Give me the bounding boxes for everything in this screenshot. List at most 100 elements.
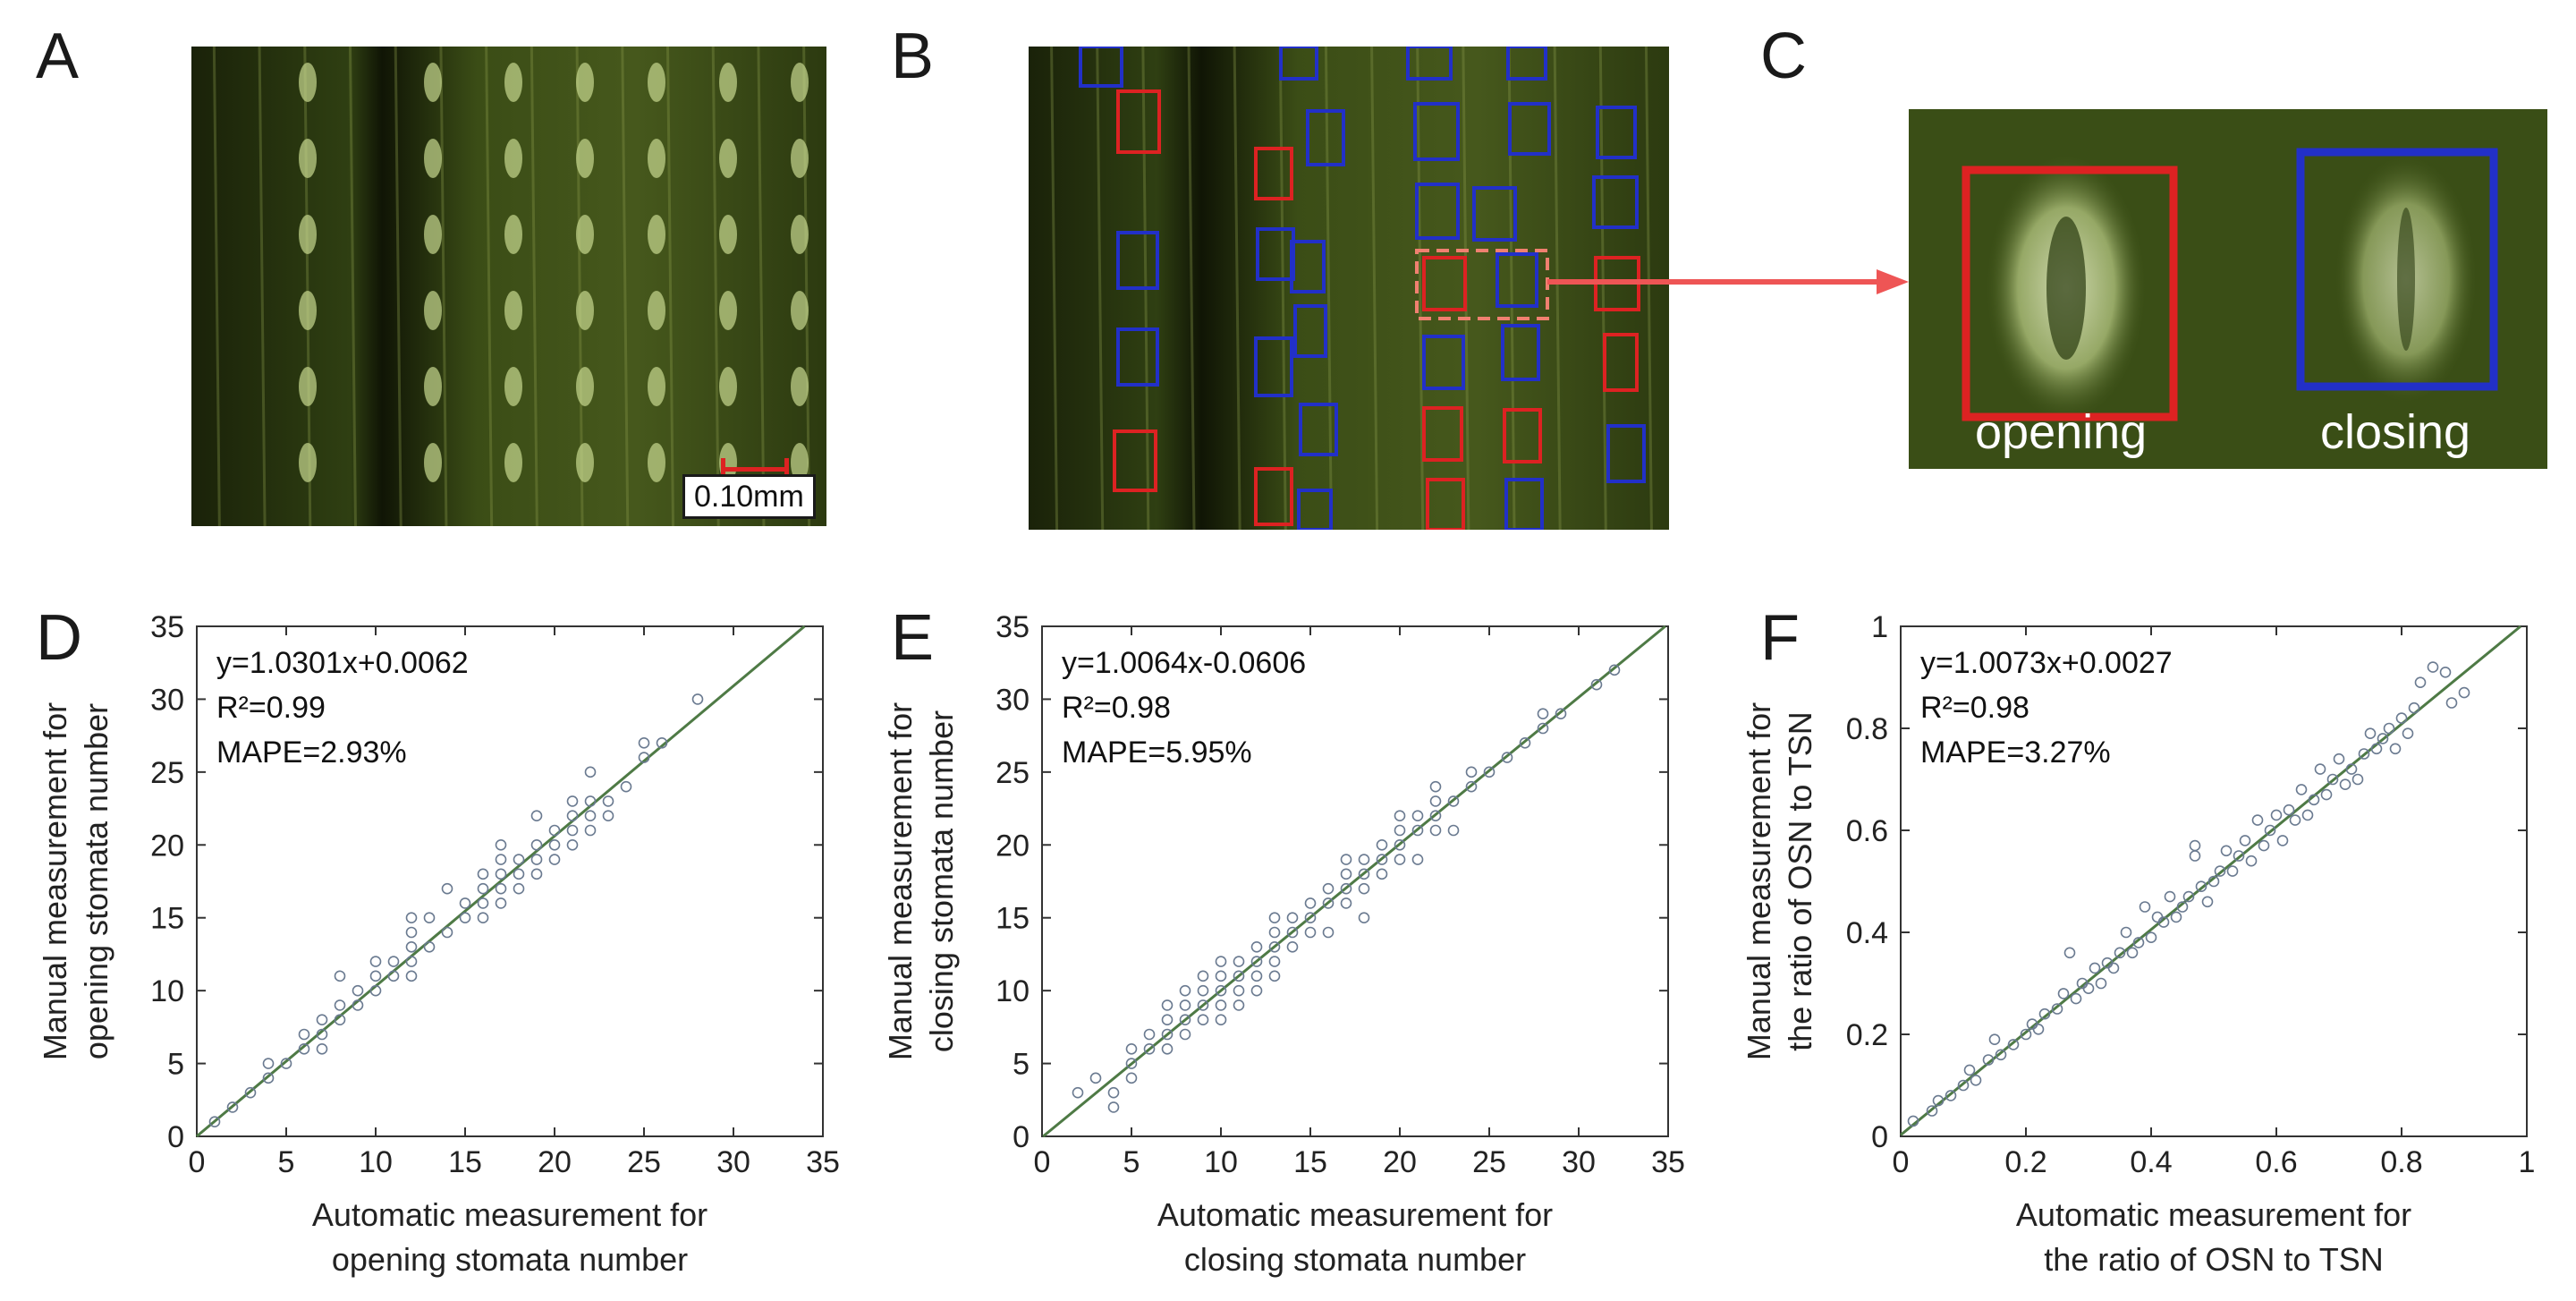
data-point bbox=[2057, 988, 2070, 999]
data-point bbox=[513, 882, 525, 895]
closing-detection-box bbox=[1297, 489, 1333, 530]
data-point bbox=[2132, 937, 2145, 948]
closing-detection-box bbox=[1290, 240, 1326, 293]
data-point bbox=[1963, 1064, 1976, 1076]
micrograph-c: opening closing bbox=[1909, 109, 2547, 469]
opening-detection-box bbox=[1603, 333, 1639, 392]
opening-detection-box bbox=[1116, 89, 1161, 154]
data-point bbox=[1590, 678, 1603, 691]
x-tick-label: 0 bbox=[1034, 1145, 1051, 1179]
data-point bbox=[2245, 855, 2258, 867]
data-point bbox=[2377, 733, 2389, 744]
data-point bbox=[2126, 947, 2139, 959]
data-point bbox=[2070, 992, 2082, 1005]
data-point bbox=[1995, 1049, 2007, 1061]
data-point bbox=[2339, 778, 2351, 790]
data-point bbox=[566, 795, 579, 807]
data-point bbox=[369, 970, 382, 982]
data-point bbox=[2427, 661, 2439, 673]
data-point bbox=[2258, 839, 2270, 852]
data-point bbox=[1988, 1033, 2001, 1046]
scale-bar-label: 0.10mm bbox=[682, 474, 816, 519]
data-point bbox=[1358, 882, 1370, 895]
data-point bbox=[262, 1072, 275, 1084]
data-point bbox=[1394, 838, 1406, 851]
data-point bbox=[691, 693, 704, 705]
data-point bbox=[2270, 809, 2283, 821]
data-point bbox=[1555, 708, 1567, 720]
data-point bbox=[1394, 810, 1406, 822]
x-tick-label: 20 bbox=[1383, 1145, 1417, 1179]
data-point bbox=[602, 795, 614, 807]
data-point bbox=[2182, 890, 2195, 903]
data-point bbox=[1957, 1079, 1970, 1092]
data-point bbox=[1233, 956, 1245, 967]
y-tick-label: 0.8 bbox=[1846, 712, 1888, 746]
data-point bbox=[2020, 1028, 2032, 1041]
data-point bbox=[1304, 897, 1317, 909]
data-point bbox=[638, 736, 650, 749]
panel-letter-a: A bbox=[36, 21, 80, 92]
data-point bbox=[1161, 1042, 1174, 1055]
y-tick-label: 5 bbox=[167, 1048, 184, 1082]
y-axis-label: Manual measurement for bbox=[882, 702, 919, 1060]
data-point bbox=[2351, 773, 2364, 786]
closing-detection-box bbox=[1508, 102, 1551, 156]
data-point bbox=[1394, 854, 1406, 865]
micrograph-c-image bbox=[1909, 109, 2547, 469]
x-tick-label: 15 bbox=[1293, 1145, 1327, 1179]
y-tick-label: 15 bbox=[996, 902, 1030, 936]
x-tick-label: 30 bbox=[1562, 1145, 1596, 1179]
data-point bbox=[1358, 854, 1370, 865]
fit-annotation: y=1.0064x-0.0606 bbox=[1062, 646, 1306, 680]
data-point bbox=[1429, 795, 1442, 807]
data-point bbox=[405, 940, 418, 953]
data-point bbox=[352, 984, 364, 997]
x-tick-label: 10 bbox=[1204, 1145, 1238, 1179]
data-point bbox=[1376, 854, 1388, 865]
data-point bbox=[2439, 667, 2452, 678]
data-point bbox=[2114, 947, 2126, 959]
data-point bbox=[1501, 752, 1513, 763]
x-tick-label: 5 bbox=[278, 1145, 295, 1179]
data-point bbox=[1322, 926, 1335, 939]
data-point bbox=[495, 838, 507, 851]
y-tick-label: 15 bbox=[150, 902, 184, 936]
y-axis-label: Manual measurement for bbox=[37, 702, 73, 1060]
y-tick-label: 5 bbox=[1013, 1048, 1030, 1082]
scatter-chart-f: 0 0.2 0.4 0.6 0.8 1 0 0.2 0.4 0.6 0.8 1 y=1.0073x+0.… bbox=[1741, 610, 2535, 1278]
closing-detection-box bbox=[1406, 47, 1453, 81]
y-tick-label: 0.6 bbox=[1846, 814, 1888, 848]
panel-letter-f: F bbox=[1760, 602, 1800, 674]
data-point bbox=[1358, 868, 1370, 880]
data-point bbox=[2038, 1008, 2051, 1020]
data-point bbox=[1982, 1054, 1995, 1066]
data-point bbox=[2402, 727, 2414, 739]
data-point bbox=[1340, 882, 1352, 895]
data-point bbox=[352, 999, 364, 1011]
data-point bbox=[1322, 882, 1335, 895]
closing-detection-box bbox=[1422, 335, 1465, 390]
data-point bbox=[477, 897, 489, 909]
data-point bbox=[369, 984, 382, 997]
data-point bbox=[1411, 854, 1424, 865]
closing-detection-box bbox=[1079, 47, 1123, 88]
data-point bbox=[530, 854, 543, 865]
data-point bbox=[1429, 810, 1442, 822]
data-point bbox=[1233, 984, 1245, 997]
data-point bbox=[2251, 814, 2264, 826]
y-tick-label: 0 bbox=[1871, 1120, 1888, 1154]
closing-detection-box bbox=[1472, 186, 1517, 242]
x-tick-label: 10 bbox=[359, 1145, 393, 1179]
data-point bbox=[387, 956, 400, 967]
data-point bbox=[1932, 1094, 1945, 1107]
data-point bbox=[548, 838, 561, 851]
data-point bbox=[1286, 926, 1299, 939]
x-tick-label: 0.4 bbox=[2130, 1145, 2172, 1179]
data-point bbox=[1411, 824, 1424, 837]
data-point bbox=[1286, 940, 1299, 953]
x-tick-label: 25 bbox=[627, 1145, 661, 1179]
data-point bbox=[1268, 912, 1281, 924]
y-tick-label: 30 bbox=[150, 683, 184, 717]
data-point bbox=[1179, 1028, 1191, 1041]
